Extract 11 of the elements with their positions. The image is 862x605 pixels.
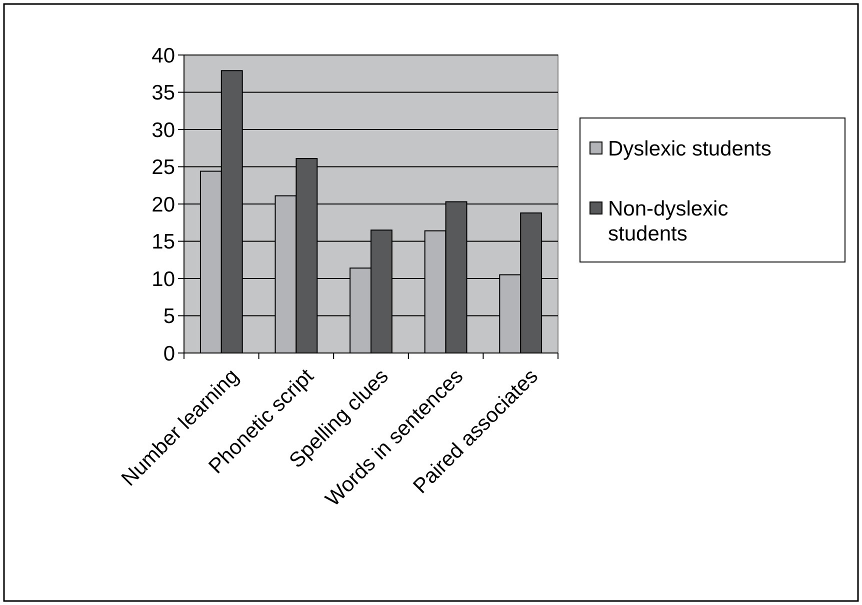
y-tick-label: 15 <box>152 230 175 254</box>
y-tick-label: 5 <box>163 305 175 328</box>
y-tick-label: 0 <box>163 342 175 366</box>
y-tick-label: 30 <box>152 118 175 142</box>
legend-label: Dyslexic students <box>608 137 772 160</box>
y-tick-label: 10 <box>152 268 175 291</box>
y-tick-label: 40 <box>152 44 175 68</box>
y-tick-label: 35 <box>152 82 175 105</box>
y-tick-label: 20 <box>152 193 175 216</box>
y-tick-label: 25 <box>152 156 175 180</box>
legend-label: Non-dyslexic students <box>608 197 728 246</box>
